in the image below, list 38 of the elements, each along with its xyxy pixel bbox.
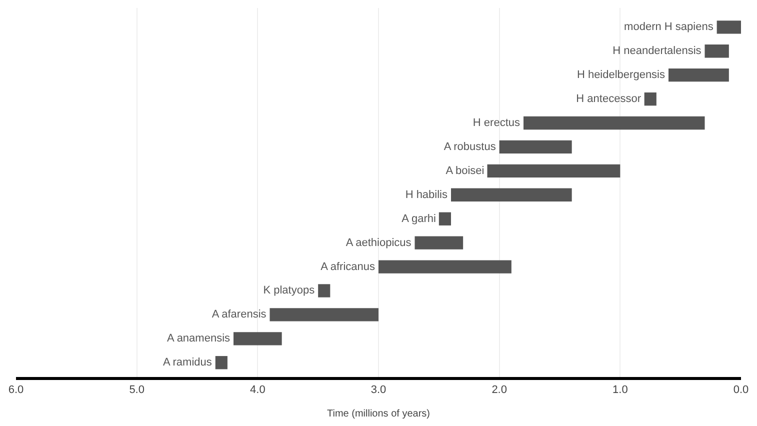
x-tick-label: 1.0 bbox=[612, 384, 628, 396]
bar bbox=[451, 188, 572, 202]
bar bbox=[487, 164, 620, 178]
y-tick-label: A africanus bbox=[320, 260, 376, 273]
bar bbox=[414, 236, 464, 250]
y-tick-label: H heidelbergensis bbox=[576, 69, 666, 82]
bar bbox=[704, 44, 729, 58]
bar bbox=[378, 260, 512, 274]
bar bbox=[318, 284, 330, 298]
bar bbox=[644, 92, 656, 106]
y-tick-label: A garhi bbox=[402, 212, 436, 225]
y-tick-label: K platyops bbox=[263, 284, 316, 297]
y-tick-label: A ramidus bbox=[162, 356, 212, 369]
x-tick-label: 0.0 bbox=[733, 384, 749, 396]
x-tick-label: 3.0 bbox=[370, 384, 386, 396]
y-tick-label: A robustus bbox=[444, 140, 496, 153]
bar bbox=[499, 140, 572, 154]
x-tick-label: 6.0 bbox=[8, 384, 24, 396]
bar bbox=[234, 332, 282, 346]
y-tick-label: modern H sapiens bbox=[624, 21, 714, 34]
x-axis-title: Time (millions of years) bbox=[327, 408, 430, 420]
y-tick-label: A afarensis bbox=[212, 308, 267, 321]
y-tick-label: A anamensis bbox=[167, 332, 230, 345]
y-tick-label: H neandertalensis bbox=[612, 45, 702, 58]
y-tick-label: A aethiopicus bbox=[346, 236, 412, 249]
bar bbox=[270, 308, 378, 322]
bar bbox=[668, 68, 729, 82]
y-tick-label: H antecessor bbox=[576, 93, 642, 106]
bar bbox=[215, 356, 228, 370]
x-tick-label: 5.0 bbox=[129, 384, 144, 396]
bar bbox=[524, 116, 705, 130]
y-tick-label: H erectus bbox=[472, 117, 520, 130]
y-tick-label: H habilis bbox=[405, 188, 448, 201]
bar bbox=[716, 20, 741, 34]
bar bbox=[438, 212, 451, 226]
y-tick-label: A boisei bbox=[446, 164, 484, 177]
x-tick-label: 4.0 bbox=[250, 384, 266, 396]
x-tick-label: 2.0 bbox=[492, 384, 507, 396]
